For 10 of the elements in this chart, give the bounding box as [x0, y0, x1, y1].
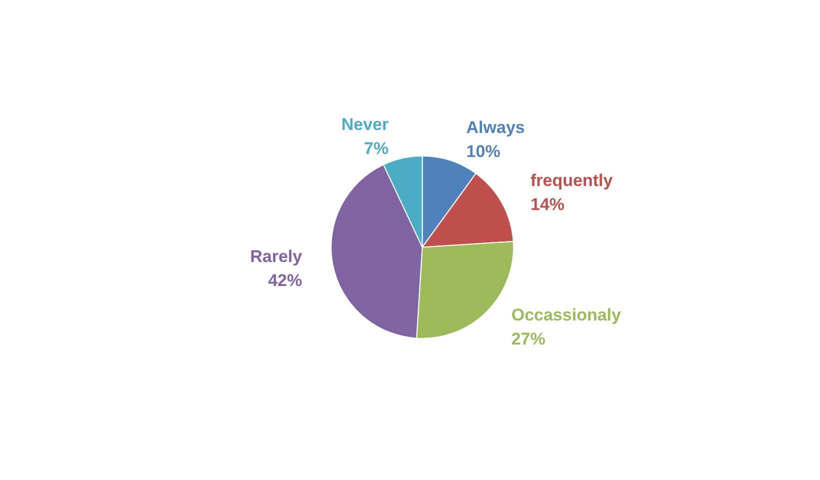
slice-label: Occassionaly: [511, 306, 622, 325]
data-label: 7%: [364, 139, 389, 158]
slice-label: Rarely: [250, 246, 303, 266]
data-label: 10%: [466, 142, 500, 162]
slice-label: Always: [466, 118, 525, 138]
data-label: 27%: [511, 330, 546, 349]
slice-label: Never: [341, 115, 389, 134]
data-label: 42%: [268, 270, 302, 290]
slice-label: frequently: [530, 171, 614, 190]
data-label: 14%: [530, 195, 565, 214]
